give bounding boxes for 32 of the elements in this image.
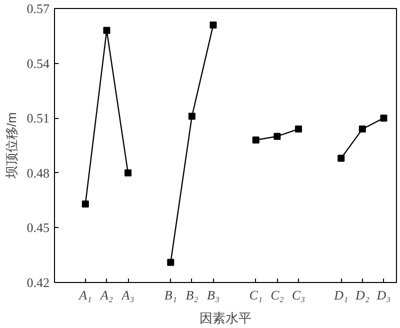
y-tick-label: 0.57 — [26, 1, 50, 16]
point — [124, 169, 132, 176]
point — [103, 26, 110, 34]
y-tick-label: 0.45 — [26, 220, 50, 236]
point — [380, 114, 388, 122]
point — [188, 112, 196, 120]
point — [338, 154, 345, 162]
point — [252, 136, 260, 144]
point — [294, 126, 302, 133]
x-tick-label: A₂ — [99, 288, 114, 302]
x-tick-label: B₂ — [186, 288, 199, 302]
y-tick-label: 0.51 — [26, 110, 50, 126]
x-tick-label: D₁ — [333, 288, 348, 302]
x-tick-label: D₂ — [354, 288, 370, 302]
point — [82, 200, 89, 208]
x-axis-title: 因素水平 — [200, 310, 252, 326]
x-tick-label: A₃ — [120, 288, 134, 302]
x-tick-label: C₂ — [270, 288, 284, 302]
point — [358, 126, 366, 133]
y-tick-label: 0.48 — [26, 165, 50, 180]
x-tick-label: C₁ — [249, 288, 262, 302]
x-tick-label: B₁ — [164, 288, 177, 302]
x-tick-label: D₃ — [376, 288, 391, 302]
y-tick-label: 0.54 — [26, 56, 50, 71]
point — [167, 258, 174, 266]
x-tick-label: C₃ — [292, 288, 306, 302]
x-tick-label: B₃ — [207, 288, 220, 302]
y-tick-label: 0.42 — [26, 275, 50, 290]
x-tick-label: A₁ — [78, 288, 92, 302]
y-axis-title: 坝顶位移/m — [4, 112, 19, 180]
point — [274, 132, 281, 140]
point — [210, 21, 217, 28]
